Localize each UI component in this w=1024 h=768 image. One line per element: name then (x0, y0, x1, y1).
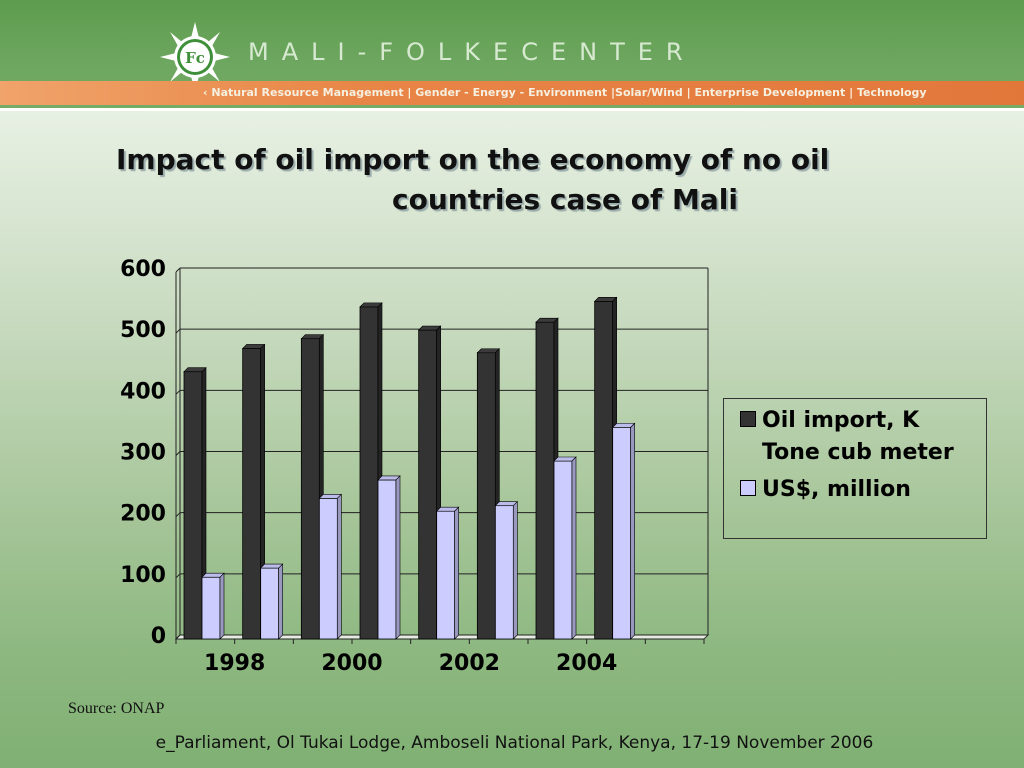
y-tick-label: 400 (120, 379, 166, 404)
x-tick-label: 2004 (556, 651, 617, 676)
gridline-depth (175, 451, 181, 456)
folkecenter-logo: Fc (160, 22, 230, 92)
tagline-bar (0, 81, 1024, 105)
bar-oil-import (535, 321, 555, 640)
bar-oil-import (300, 338, 320, 640)
legend-swatch-oil-import (740, 411, 756, 427)
legend-item-oil-import: Oil import, K Tone cub meter (740, 405, 982, 469)
bar-usd (553, 460, 573, 640)
bar-oil-import (594, 300, 614, 640)
title-line-2: countries case of Mali (392, 183, 738, 216)
slide-title: Impact of oil import on the economy of n… (80, 140, 930, 220)
bar-oil-import (183, 371, 203, 640)
y-tick-label: 500 (120, 318, 166, 343)
y-tick-label: 200 (120, 502, 166, 527)
bar-usd (318, 497, 338, 640)
logo-text: Fc (185, 49, 205, 67)
bar-usd (436, 510, 456, 640)
bar-usd (377, 479, 397, 640)
bar-usd (494, 505, 514, 640)
bar-side-face (571, 456, 577, 640)
gridline-depth (175, 512, 181, 518)
bar-oil-import (418, 329, 438, 640)
bar-oil-import (242, 348, 262, 640)
bar-side-face (219, 572, 225, 640)
source-note: Source: ONAP (68, 700, 165, 717)
bar-side-face (454, 506, 459, 640)
tagline: ‹ Natural Resource Management | Gender -… (203, 86, 927, 99)
bar-usd (260, 567, 280, 640)
gridline-depth (175, 389, 181, 395)
x-tick-label: 2002 (439, 651, 500, 676)
legend-label-usd: US$, million (762, 477, 911, 502)
bar-chart: 0 100 200 300 400 500 600 1998 2000 2002 2004 (120, 257, 710, 676)
bar-side-face (395, 475, 401, 640)
bar-side-face (630, 422, 635, 640)
x-tick-label: 2000 (321, 651, 382, 676)
org-name: MALI-FOLKECENTER (248, 38, 696, 66)
gridline-depth (175, 328, 181, 334)
y-tick-label: 300 (120, 441, 166, 466)
gridline-depth (175, 634, 181, 640)
bar-side-face (513, 500, 518, 640)
bar-oil-import (476, 352, 496, 640)
title-line-1: Impact of oil import on the economy of n… (116, 143, 830, 176)
gridline-depth (175, 267, 181, 273)
legend-swatch-usd (740, 480, 756, 496)
header-divider (0, 108, 1024, 111)
bar-oil-import (359, 306, 379, 640)
y-tick-label: 600 (120, 257, 166, 282)
bar-usd (201, 576, 221, 640)
x-tick-label: 1998 (204, 651, 265, 676)
bar-side-face (278, 563, 283, 640)
bar-usd (612, 426, 632, 640)
legend-item-usd: US$, million (740, 474, 982, 506)
bar-side-face (337, 493, 342, 640)
chart-legend: Oil import, K Tone cub meter US$, millio… (723, 398, 987, 539)
y-tick-label: 100 (120, 563, 166, 588)
legend-label-oil-import: Oil import, K Tone cub meter (762, 408, 954, 465)
footer-text: e_Parliament, Ol Tukai Lodge, Amboseli N… (155, 733, 874, 753)
gridline-depth (175, 573, 181, 579)
y-tick-label: 0 (151, 624, 166, 649)
